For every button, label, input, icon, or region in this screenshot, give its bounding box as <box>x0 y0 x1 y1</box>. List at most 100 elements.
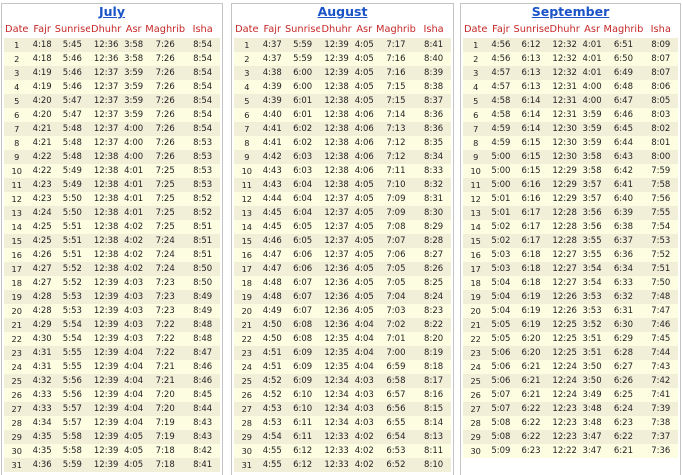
month-title-link[interactable]: July <box>99 4 125 19</box>
cell-sunrise: 6:10 <box>293 390 313 400</box>
cell-sunrise: 5:53 <box>62 306 82 316</box>
cell-maghrib: 6:34 <box>613 264 633 274</box>
cell-dhuhr: 12:39 <box>93 376 119 386</box>
cell-sunrise: 6:03 <box>293 152 313 162</box>
cell-date: 14 <box>241 222 252 232</box>
cell-sunrise: 6:17 <box>521 236 541 246</box>
cell-isha: 8:02 <box>651 124 671 134</box>
table-row: 14 5:02 6:17 12:28 3:56 6:38 7:54 <box>463 220 678 234</box>
cell-dhuhr: 12:36 <box>324 278 349 288</box>
cell-fajr: 4:30 <box>32 334 52 344</box>
table-row: 16 4:47 6:06 12:37 4:05 7:06 8:27 <box>234 248 451 262</box>
cell-maghrib: 7:03 <box>386 306 406 316</box>
cell-maghrib: 6:56 <box>386 404 406 414</box>
cell-asr: 4:05 <box>354 180 374 190</box>
cell-dhuhr: 12:39 <box>93 446 119 456</box>
table-row: 24 4:31 5:55 12:39 4:04 7:21 8:46 <box>4 360 220 374</box>
cell-isha: 7:47 <box>651 306 671 316</box>
cell-fajr: 4:23 <box>32 180 52 190</box>
cell-asr: 4:04 <box>124 362 144 372</box>
table-row: 15 5:02 6:17 12:28 3:55 6:37 7:53 <box>463 234 678 248</box>
cell-maghrib: 6:27 <box>613 362 633 372</box>
cell-isha: 7:36 <box>651 446 671 456</box>
cell-asr: 4:03 <box>124 320 144 330</box>
cell-date: 2 <box>244 54 250 64</box>
cell-sunrise: 6:20 <box>521 334 541 344</box>
cell-fajr: 4:50 <box>262 320 282 330</box>
cell-isha: 8:28 <box>424 236 444 246</box>
cell-fajr: 4:18 <box>32 40 52 50</box>
cell-isha: 8:42 <box>193 446 213 456</box>
cell-sunrise: 6:12 <box>293 446 313 456</box>
cell-sunrise: 5:55 <box>62 362 82 372</box>
cell-fajr: 4:21 <box>32 138 52 148</box>
cell-fajr: 4:42 <box>262 152 282 162</box>
cell-maghrib: 7:26 <box>155 68 175 78</box>
cell-maghrib: 7:23 <box>155 278 175 288</box>
cell-maghrib: 7:19 <box>155 432 175 442</box>
cell-fajr: 4:31 <box>32 348 52 358</box>
cell-dhuhr: 12:32 <box>552 54 577 64</box>
cell-asr: 4:01 <box>124 180 144 190</box>
cell-dhuhr: 12:34 <box>324 376 349 386</box>
cell-date: 6 <box>244 110 250 120</box>
cell-dhuhr: 12:37 <box>93 124 119 134</box>
cell-maghrib: 7:26 <box>155 152 175 162</box>
cell-isha: 8:07 <box>651 54 671 64</box>
cell-date: 29 <box>11 432 22 442</box>
column-header-fajr: Fajr <box>263 24 282 35</box>
column-header-fajr: Fajr <box>492 24 510 35</box>
cell-asr: 4:02 <box>124 250 144 260</box>
cell-isha: 8:18 <box>424 362 444 372</box>
month-title-link[interactable]: August <box>317 4 368 19</box>
cell-isha: 8:10 <box>424 460 444 470</box>
cell-isha: 7:39 <box>651 404 671 414</box>
cell-maghrib: 6:58 <box>386 376 406 386</box>
cell-isha: 8:53 <box>193 166 213 176</box>
cell-maghrib: 6:55 <box>386 418 406 428</box>
cell-date: 23 <box>241 348 252 358</box>
cell-dhuhr: 12:27 <box>552 278 577 288</box>
cell-maghrib: 7:26 <box>155 54 175 64</box>
table-row: 20 5:04 6:19 12:26 3:53 6:31 7:47 <box>463 304 678 318</box>
table-row: 2 4:18 5:46 12:36 3:58 7:26 8:54 <box>4 52 220 66</box>
cell-sunrise: 6:22 <box>521 432 541 442</box>
cell-isha: 8:54 <box>193 54 213 64</box>
cell-asr: 3:56 <box>582 222 602 232</box>
table-row: 22 4:30 5:54 12:39 4:03 7:22 8:48 <box>4 332 220 346</box>
cell-isha: 8:46 <box>193 362 213 372</box>
cell-date: 5 <box>244 96 250 106</box>
cell-maghrib: 6:52 <box>386 460 406 470</box>
cell-asr: 3:53 <box>582 306 602 316</box>
cell-asr: 4:05 <box>354 194 374 204</box>
table-row: 12 4:44 6:04 12:37 4:05 7:09 8:31 <box>234 192 451 206</box>
table-row: 17 4:27 5:52 12:38 4:02 7:24 8:50 <box>4 262 220 276</box>
cell-asr: 4:02 <box>354 432 374 442</box>
cell-date: 1 <box>14 40 20 50</box>
table-row: 21 4:29 5:54 12:39 4:03 7:22 8:48 <box>4 318 220 332</box>
cell-isha: 8:15 <box>424 404 444 414</box>
cell-date: 13 <box>241 208 252 218</box>
cell-dhuhr: 12:35 <box>324 362 349 372</box>
cell-fajr: 4:33 <box>32 390 52 400</box>
cell-asr: 3:54 <box>582 264 602 274</box>
month-title-link[interactable]: September <box>531 4 610 19</box>
table-row: 2 4:37 5:59 12:39 4:05 7:16 8:40 <box>234 52 451 66</box>
table-row: 9 5:00 6:15 12:30 3:58 6:43 8:00 <box>463 150 678 164</box>
cell-maghrib: 7:25 <box>155 208 175 218</box>
cell-dhuhr: 12:38 <box>324 166 349 176</box>
cell-sunrise: 5:57 <box>62 418 82 428</box>
table-row: 14 4:25 5:51 12:38 4:02 7:25 8:51 <box>4 220 220 234</box>
cell-asr: 4:04 <box>124 376 144 386</box>
cell-maghrib: 7:05 <box>386 264 406 274</box>
column-header-sunrise: Sunrise <box>54 24 90 35</box>
cell-asr: 4:05 <box>354 96 374 106</box>
cell-isha: 7:45 <box>651 334 671 344</box>
cell-asr: 4:00 <box>582 82 602 92</box>
cell-maghrib: 7:17 <box>386 40 406 50</box>
cell-asr: 4:01 <box>124 166 144 176</box>
cell-asr: 4:01 <box>124 208 144 218</box>
table-row: 12 4:23 5:50 12:38 4:01 7:25 8:52 <box>4 192 220 206</box>
table-row: 31 4:36 5:59 12:39 4:05 7:18 8:41 <box>4 458 220 472</box>
cell-asr: 4:03 <box>124 292 144 302</box>
